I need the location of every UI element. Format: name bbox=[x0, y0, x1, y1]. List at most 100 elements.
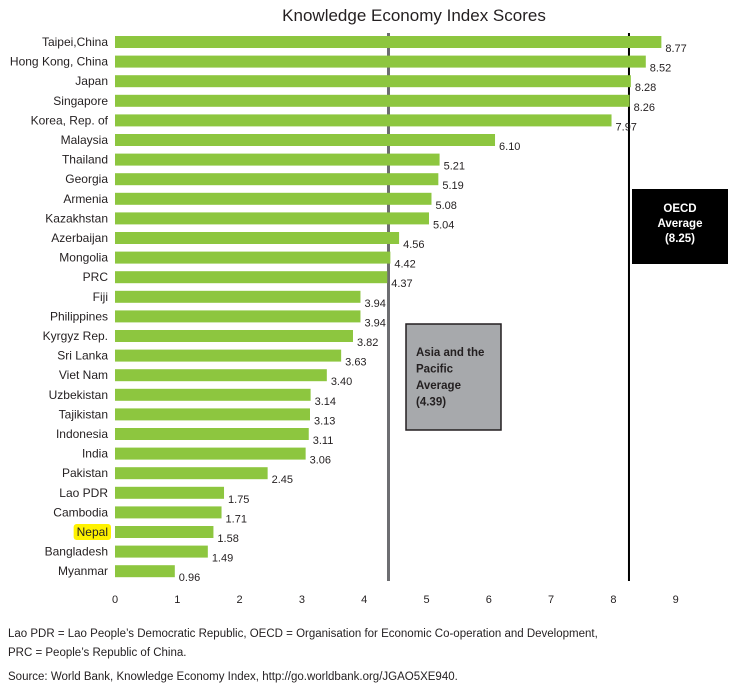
value-label-prc: 4.37 bbox=[391, 278, 412, 290]
source-note: Source: World Bank, Knowledge Economy In… bbox=[8, 671, 458, 683]
value-label-viet-nam: 3.40 bbox=[331, 376, 352, 388]
bar-pakistan bbox=[115, 467, 268, 480]
value-label-philippines: 3.94 bbox=[364, 317, 385, 329]
bar-uzbekistan bbox=[115, 388, 311, 401]
value-label-tajikistan: 3.13 bbox=[314, 415, 335, 427]
category-label-kazakhstan: Kazakhstan bbox=[45, 211, 108, 225]
value-label-azerbaijan: 4.56 bbox=[403, 239, 424, 251]
chart-title: Knowledge Economy Index Scores bbox=[282, 6, 546, 25]
category-label-korea-rep-of: Korea, Rep. of bbox=[31, 113, 109, 127]
asia-average-label-line: Pacific bbox=[416, 364, 454, 376]
x-tick-1: 1 bbox=[174, 594, 180, 606]
value-label-myanmar: 0.96 bbox=[179, 572, 200, 584]
oecd-average-box bbox=[632, 189, 728, 264]
category-label-nepal: Nepal bbox=[77, 525, 108, 539]
category-label-lao-pdr: Lao PDR bbox=[59, 486, 108, 500]
value-label-cambodia: 1.71 bbox=[226, 513, 247, 525]
category-label-japan: Japan bbox=[75, 74, 108, 88]
category-label-tajikistan: Tajikistan bbox=[59, 407, 108, 421]
category-label-myanmar: Myanmar bbox=[58, 564, 108, 578]
x-tick-7: 7 bbox=[548, 594, 554, 606]
bar-kazakhstan bbox=[115, 212, 429, 225]
value-label-sri-lanka: 3.63 bbox=[345, 357, 366, 369]
oecd-average-label-line: Average bbox=[658, 218, 703, 230]
x-tick-9: 9 bbox=[673, 594, 679, 606]
bar-bangladesh bbox=[115, 545, 208, 558]
category-label-taipei-china: Taipei,China bbox=[42, 35, 108, 49]
bar-myanmar bbox=[115, 565, 175, 578]
category-label-philippines: Philippines bbox=[50, 309, 108, 323]
highlight-nepal bbox=[73, 524, 111, 540]
x-tick-4: 4 bbox=[361, 594, 367, 606]
asia-average-label-line: (4.39) bbox=[416, 397, 446, 409]
value-label-bangladesh: 1.49 bbox=[212, 553, 233, 565]
bar-viet-nam bbox=[115, 369, 327, 382]
value-label-thailand: 5.21 bbox=[444, 161, 465, 173]
value-label-indonesia: 3.11 bbox=[313, 435, 334, 447]
value-label-georgia: 5.19 bbox=[442, 180, 463, 192]
bar-azerbaijan bbox=[115, 232, 400, 244]
category-label-malaysia: Malaysia bbox=[61, 133, 109, 147]
x-tick-2: 2 bbox=[237, 594, 243, 606]
x-axis-ticks: 0 1 2 3 4 5 6 7 8 9 bbox=[112, 594, 679, 606]
category-label-fiji: Fiji bbox=[93, 290, 108, 304]
x-tick-6: 6 bbox=[486, 594, 492, 606]
category-label-singapore: Singapore bbox=[53, 94, 108, 108]
bar-hong-kong-china bbox=[115, 55, 646, 68]
bar-taipei-china bbox=[115, 36, 662, 48]
value-label-nepal: 1.58 bbox=[217, 533, 238, 545]
x-tick-8: 8 bbox=[610, 594, 616, 606]
oecd-average-label-line: (8.25) bbox=[665, 233, 695, 245]
bar-tajikistan bbox=[115, 408, 310, 421]
bar-kyrgyz-rep bbox=[115, 330, 353, 342]
bar-malaysia bbox=[115, 134, 496, 146]
category-label-georgia: Georgia bbox=[65, 172, 108, 186]
bar-armenia bbox=[115, 192, 432, 205]
value-label-singapore: 8.26 bbox=[634, 102, 655, 114]
bar-philippines bbox=[115, 310, 361, 323]
value-label-armenia: 5.08 bbox=[435, 200, 456, 212]
category-label-kyrgyz-rep: Kyrgyz Rep. bbox=[43, 329, 108, 343]
bar-korea-rep-of bbox=[115, 114, 612, 127]
category-label-pakistan: Pakistan bbox=[62, 466, 108, 480]
reference-layer: Asia and the Pacific Average (4.39) OECD Aver… bbox=[386, 33, 728, 581]
bar-japan bbox=[115, 75, 631, 88]
bar-singapore bbox=[115, 94, 630, 107]
value-label-pakistan: 2.45 bbox=[272, 474, 293, 486]
bar-lao-pdr bbox=[115, 486, 225, 499]
category-label-india: India bbox=[82, 447, 108, 461]
abbreviations-note-line-1: Lao PDR = Lao People’s Democratic Republ… bbox=[8, 628, 598, 640]
bar-georgia bbox=[115, 173, 439, 186]
category-label-bangladesh: Bangladesh bbox=[45, 545, 108, 559]
bar-sri-lanka bbox=[115, 349, 342, 362]
value-label-uzbekistan: 3.14 bbox=[315, 396, 336, 408]
value-label-kazakhstan: 5.04 bbox=[433, 219, 454, 231]
category-label-prc: PRC bbox=[83, 270, 109, 284]
bars-layer bbox=[115, 36, 662, 578]
asia-average-label-line: Average bbox=[416, 380, 461, 392]
category-label-armenia: Armenia bbox=[63, 192, 108, 206]
category-label-cambodia: Cambodia bbox=[53, 505, 108, 519]
category-label-thailand: Thailand bbox=[62, 153, 108, 167]
x-tick-5: 5 bbox=[423, 594, 429, 606]
knowledge-economy-bar-chart: Knowledge Economy Index Scores Asia and … bbox=[10, 6, 728, 606]
value-label-korea-rep-of: 7.97 bbox=[616, 121, 637, 133]
category-label-mongolia: Mongolia bbox=[59, 251, 108, 265]
abbreviations-note-line-2: PRC = People’s Republic of China. bbox=[8, 647, 187, 659]
bar-nepal bbox=[115, 526, 214, 538]
bar-india bbox=[115, 447, 306, 460]
category-label-indonesia: Indonesia bbox=[56, 427, 108, 441]
x-tick-3: 3 bbox=[299, 594, 305, 606]
bar-prc bbox=[115, 271, 388, 284]
category-label-uzbekistan: Uzbekistan bbox=[49, 388, 108, 402]
category-label-sri-lanka: Sri Lanka bbox=[57, 349, 108, 363]
value-label-lao-pdr: 1.75 bbox=[228, 494, 249, 506]
category-label-viet-nam: Viet Nam bbox=[59, 368, 108, 382]
value-label-malaysia: 6.10 bbox=[499, 141, 520, 153]
bar-thailand bbox=[115, 153, 440, 166]
value-label-taipei-china: 8.77 bbox=[665, 43, 686, 55]
value-labels: 8.77 8.52 8.28 8.26 7.97 6.10 5.21 5.19 5.08 5.04… bbox=[179, 43, 687, 584]
value-label-india: 3.06 bbox=[310, 455, 331, 467]
oecd-average-label-line: OECD bbox=[663, 203, 696, 215]
category-label-azerbaijan: Azerbaijan bbox=[51, 231, 108, 245]
